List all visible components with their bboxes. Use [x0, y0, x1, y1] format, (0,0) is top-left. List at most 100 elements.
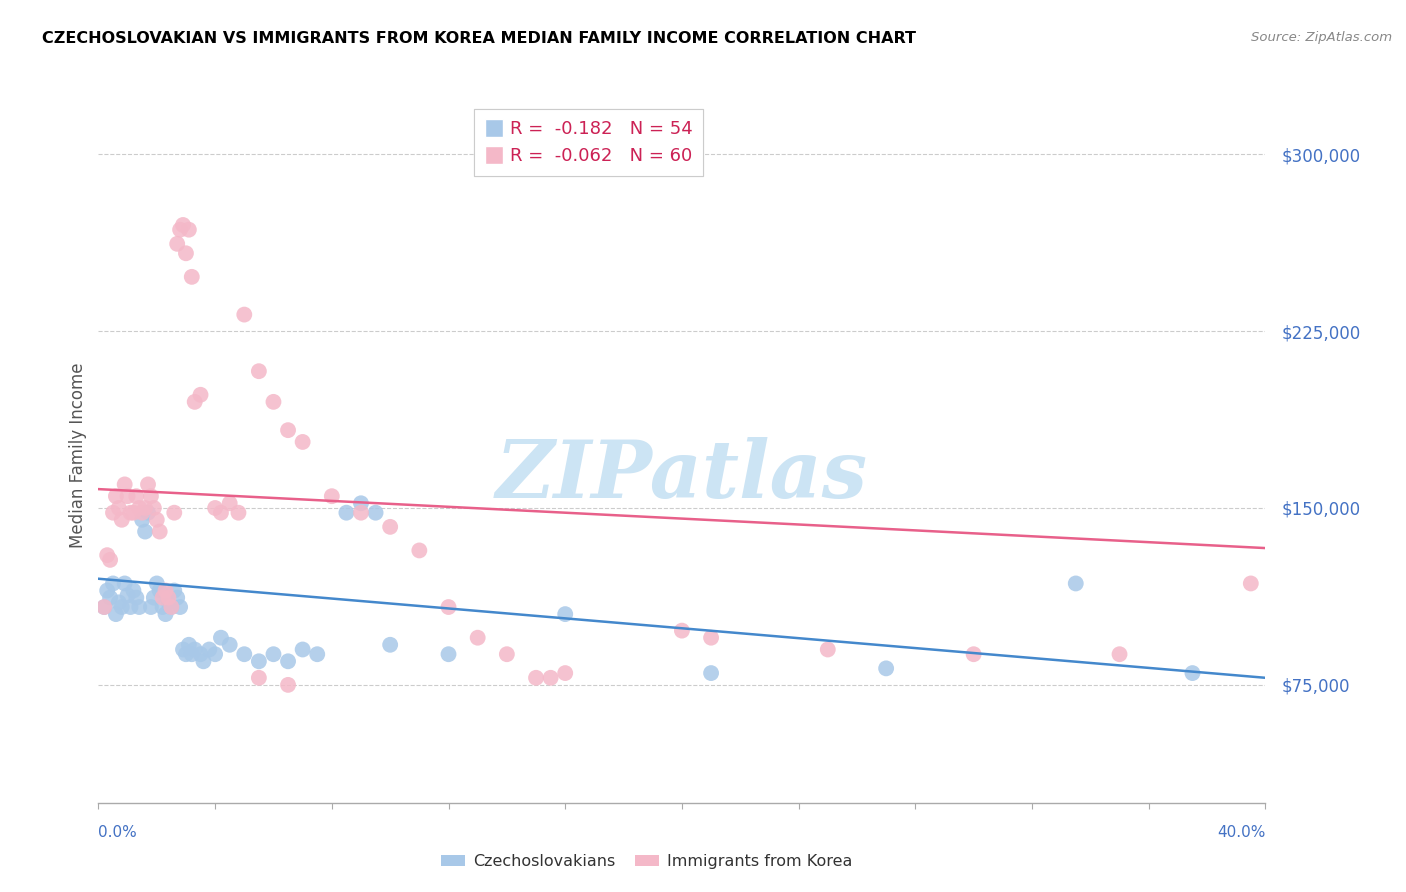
Point: [96, 583, 118, 598]
Point: [277, 423, 299, 437]
Point: [108, 595, 131, 609]
Point: [247, 671, 270, 685]
Point: [1181, 666, 1204, 681]
Point: [157, 595, 180, 609]
Text: 40.0%: 40.0%: [1218, 825, 1265, 840]
Point: [218, 496, 240, 510]
Text: ZIPatlas: ZIPatlas: [496, 437, 868, 515]
Point: [136, 477, 159, 491]
Point: [108, 500, 131, 515]
Point: [378, 520, 402, 534]
Point: [98, 553, 121, 567]
Point: [104, 607, 127, 621]
Point: [190, 388, 212, 402]
Point: [1064, 576, 1087, 591]
Point: [111, 600, 134, 615]
Point: [554, 666, 576, 681]
Point: [209, 631, 232, 645]
Point: [155, 607, 177, 621]
Point: [247, 654, 270, 668]
Point: [180, 269, 202, 284]
Point: [437, 600, 460, 615]
Point: [169, 600, 191, 615]
Point: [177, 638, 200, 652]
Point: [277, 654, 299, 668]
Point: [350, 496, 373, 510]
Point: [817, 642, 839, 657]
Point: [128, 500, 150, 515]
Point: [277, 678, 299, 692]
Point: [122, 583, 145, 598]
Point: [247, 364, 270, 378]
Point: [160, 600, 183, 615]
Point: [125, 591, 148, 605]
Point: [120, 506, 142, 520]
Point: [233, 647, 256, 661]
Legend: R =  -0.182   N = 54, R =  -0.062   N = 60: R = -0.182 N = 54, R = -0.062 N = 60: [474, 109, 703, 176]
Point: [218, 638, 240, 652]
Point: [307, 647, 329, 661]
Point: [228, 506, 250, 520]
Point: [142, 591, 165, 605]
Point: [122, 506, 145, 520]
Text: 0.0%: 0.0%: [98, 825, 138, 840]
Point: [166, 591, 188, 605]
Point: [155, 583, 177, 598]
Point: [378, 638, 402, 652]
Point: [157, 591, 180, 605]
Y-axis label: Median Family Income: Median Family Income: [69, 362, 87, 548]
Point: [131, 506, 153, 520]
Point: [467, 631, 489, 645]
Point: [160, 600, 183, 615]
Point: [134, 524, 156, 539]
Point: [125, 489, 148, 503]
Point: [180, 647, 202, 661]
Point: [172, 218, 194, 232]
Point: [163, 506, 186, 520]
Point: [321, 489, 343, 503]
Point: [1240, 576, 1263, 591]
Point: [114, 477, 136, 491]
Point: [174, 246, 197, 260]
Point: [149, 524, 172, 539]
Point: [111, 513, 134, 527]
Point: [128, 600, 150, 615]
Text: Source: ZipAtlas.com: Source: ZipAtlas.com: [1251, 31, 1392, 45]
Point: [671, 624, 693, 638]
Point: [335, 506, 357, 520]
Point: [149, 583, 172, 598]
Point: [120, 600, 142, 615]
Legend: Czechoslovakians, Immigrants from Korea: Czechoslovakians, Immigrants from Korea: [434, 847, 859, 875]
Point: [139, 600, 162, 615]
Point: [117, 489, 139, 503]
Point: [540, 671, 562, 685]
Point: [1108, 647, 1130, 661]
Point: [700, 666, 723, 681]
Point: [152, 591, 174, 605]
Point: [962, 647, 984, 661]
Point: [364, 506, 387, 520]
Point: [152, 600, 174, 615]
Point: [146, 513, 169, 527]
Point: [193, 654, 215, 668]
Point: [350, 506, 373, 520]
Point: [98, 591, 121, 605]
Point: [136, 506, 159, 520]
Point: [209, 506, 232, 520]
Point: [262, 647, 284, 661]
Point: [291, 434, 314, 449]
Point: [117, 588, 139, 602]
Point: [93, 600, 115, 615]
Point: [204, 647, 226, 661]
Point: [146, 576, 169, 591]
Point: [163, 583, 186, 598]
Point: [114, 576, 136, 591]
Point: [131, 513, 153, 527]
Point: [524, 671, 547, 685]
Text: CZECHOSLOVAKIAN VS IMMIGRANTS FROM KOREA MEDIAN FAMILY INCOME CORRELATION CHART: CZECHOSLOVAKIAN VS IMMIGRANTS FROM KOREA…: [42, 31, 917, 46]
Point: [233, 308, 256, 322]
Point: [142, 500, 165, 515]
Point: [183, 395, 205, 409]
Point: [177, 222, 200, 236]
Point: [700, 631, 723, 645]
